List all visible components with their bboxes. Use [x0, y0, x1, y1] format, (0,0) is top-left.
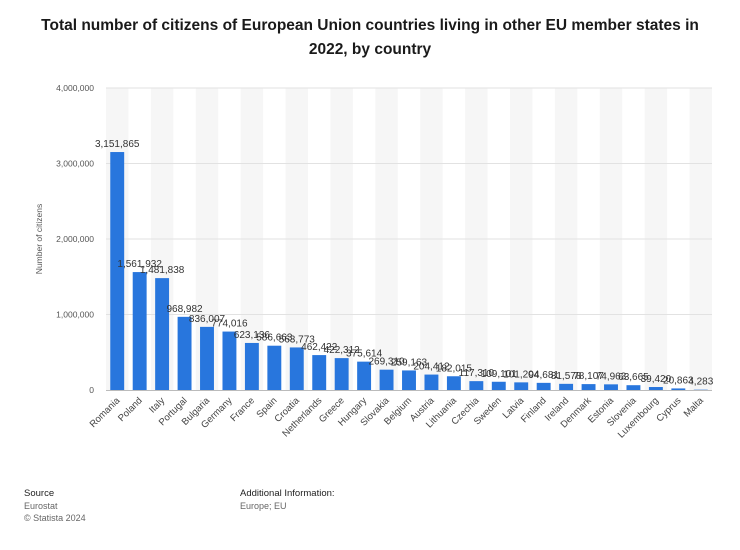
bar — [626, 385, 641, 390]
bar-chart: 0 1,000,000 2,000,000 3,000,000 4,000,000 Num… — [34, 83, 714, 440]
source-heading: Source — [24, 488, 55, 499]
bar — [581, 384, 596, 390]
y-axis-label: Number of citizens — [34, 204, 44, 274]
data-label: 94,681 — [528, 370, 559, 381]
y-tick-label: 1,000,000 — [56, 310, 94, 320]
y-tick-label: 2,000,000 — [56, 234, 94, 244]
data-label: 422,312 — [324, 345, 361, 356]
x-tick-label: Malta — [682, 395, 707, 420]
source-line-copyright: © Statista 2024 — [24, 513, 86, 523]
bar — [469, 381, 484, 390]
data-label: 4,283 — [688, 377, 713, 388]
data-label: 259,163 — [391, 357, 428, 368]
bar — [334, 358, 349, 390]
data-label: 109,101 — [481, 369, 518, 380]
data-label: 101,204 — [503, 369, 540, 380]
data-label: 117,310 — [459, 368, 495, 379]
bar — [357, 361, 372, 390]
bar — [446, 376, 461, 390]
data-label: 182,015 — [436, 363, 473, 374]
x-tick-label: France — [228, 395, 257, 424]
x-tick-label: Poland — [116, 395, 145, 424]
bar — [491, 381, 506, 390]
y-tick-label: 4,000,000 — [56, 83, 94, 93]
additional-info-heading: Additional Information: — [240, 488, 335, 499]
data-label: 774,016 — [211, 319, 248, 330]
bar — [648, 387, 663, 390]
bar — [536, 382, 551, 390]
data-label: 563,773 — [279, 334, 316, 345]
data-label: 39,420 — [641, 374, 672, 385]
bar — [671, 388, 686, 390]
data-label: 204,412 — [413, 362, 450, 373]
data-label: 81,578 — [551, 371, 582, 382]
y-tick-label: 3,000,000 — [56, 159, 94, 169]
data-label: 3,151,865 — [95, 139, 140, 150]
source-line-eurostat: Eurostat — [24, 501, 58, 511]
x-tick-label: Cyprus — [654, 395, 683, 424]
data-label: 1,561,932 — [117, 259, 162, 270]
data-label: 269,310 — [368, 357, 405, 368]
x-tick-label: Finland — [519, 395, 549, 425]
bar — [200, 326, 214, 390]
y-tick-label: 0 — [89, 385, 94, 395]
x-tick-label: Romania — [88, 395, 123, 430]
bar — [155, 278, 170, 390]
data-label: 462,422 — [301, 342, 338, 353]
bar — [514, 382, 529, 390]
data-label: 1,481,838 — [140, 265, 185, 276]
bar — [559, 383, 574, 390]
additional-info-text: Europe; EU — [240, 501, 287, 511]
additional-info-block: Additional Information: Europe; EU — [240, 488, 335, 512]
data-label: 586,663 — [256, 333, 293, 344]
data-label: 20,863 — [663, 375, 694, 386]
bar — [402, 370, 416, 390]
data-label: 375,614 — [346, 349, 383, 360]
data-label: 968,982 — [166, 304, 203, 315]
bar — [379, 369, 394, 390]
bar — [312, 355, 327, 390]
bar — [289, 347, 304, 390]
bar — [244, 342, 259, 390]
source-block: Source Eurostat © Statista 2024 — [24, 488, 86, 524]
bar — [110, 152, 125, 390]
data-label: 78,107 — [573, 371, 604, 382]
data-label: 623,136 — [234, 330, 271, 341]
bar — [424, 374, 439, 390]
data-label: 63,665 — [618, 372, 649, 383]
data-label: 74,963 — [596, 371, 627, 382]
bar — [604, 384, 618, 390]
bar — [222, 331, 237, 390]
bar — [177, 316, 192, 390]
bar — [267, 345, 282, 390]
data-label: 836,007 — [189, 314, 226, 325]
bar — [132, 272, 147, 390]
chart-title: Total number of citizens of European Uni… — [41, 17, 699, 58]
